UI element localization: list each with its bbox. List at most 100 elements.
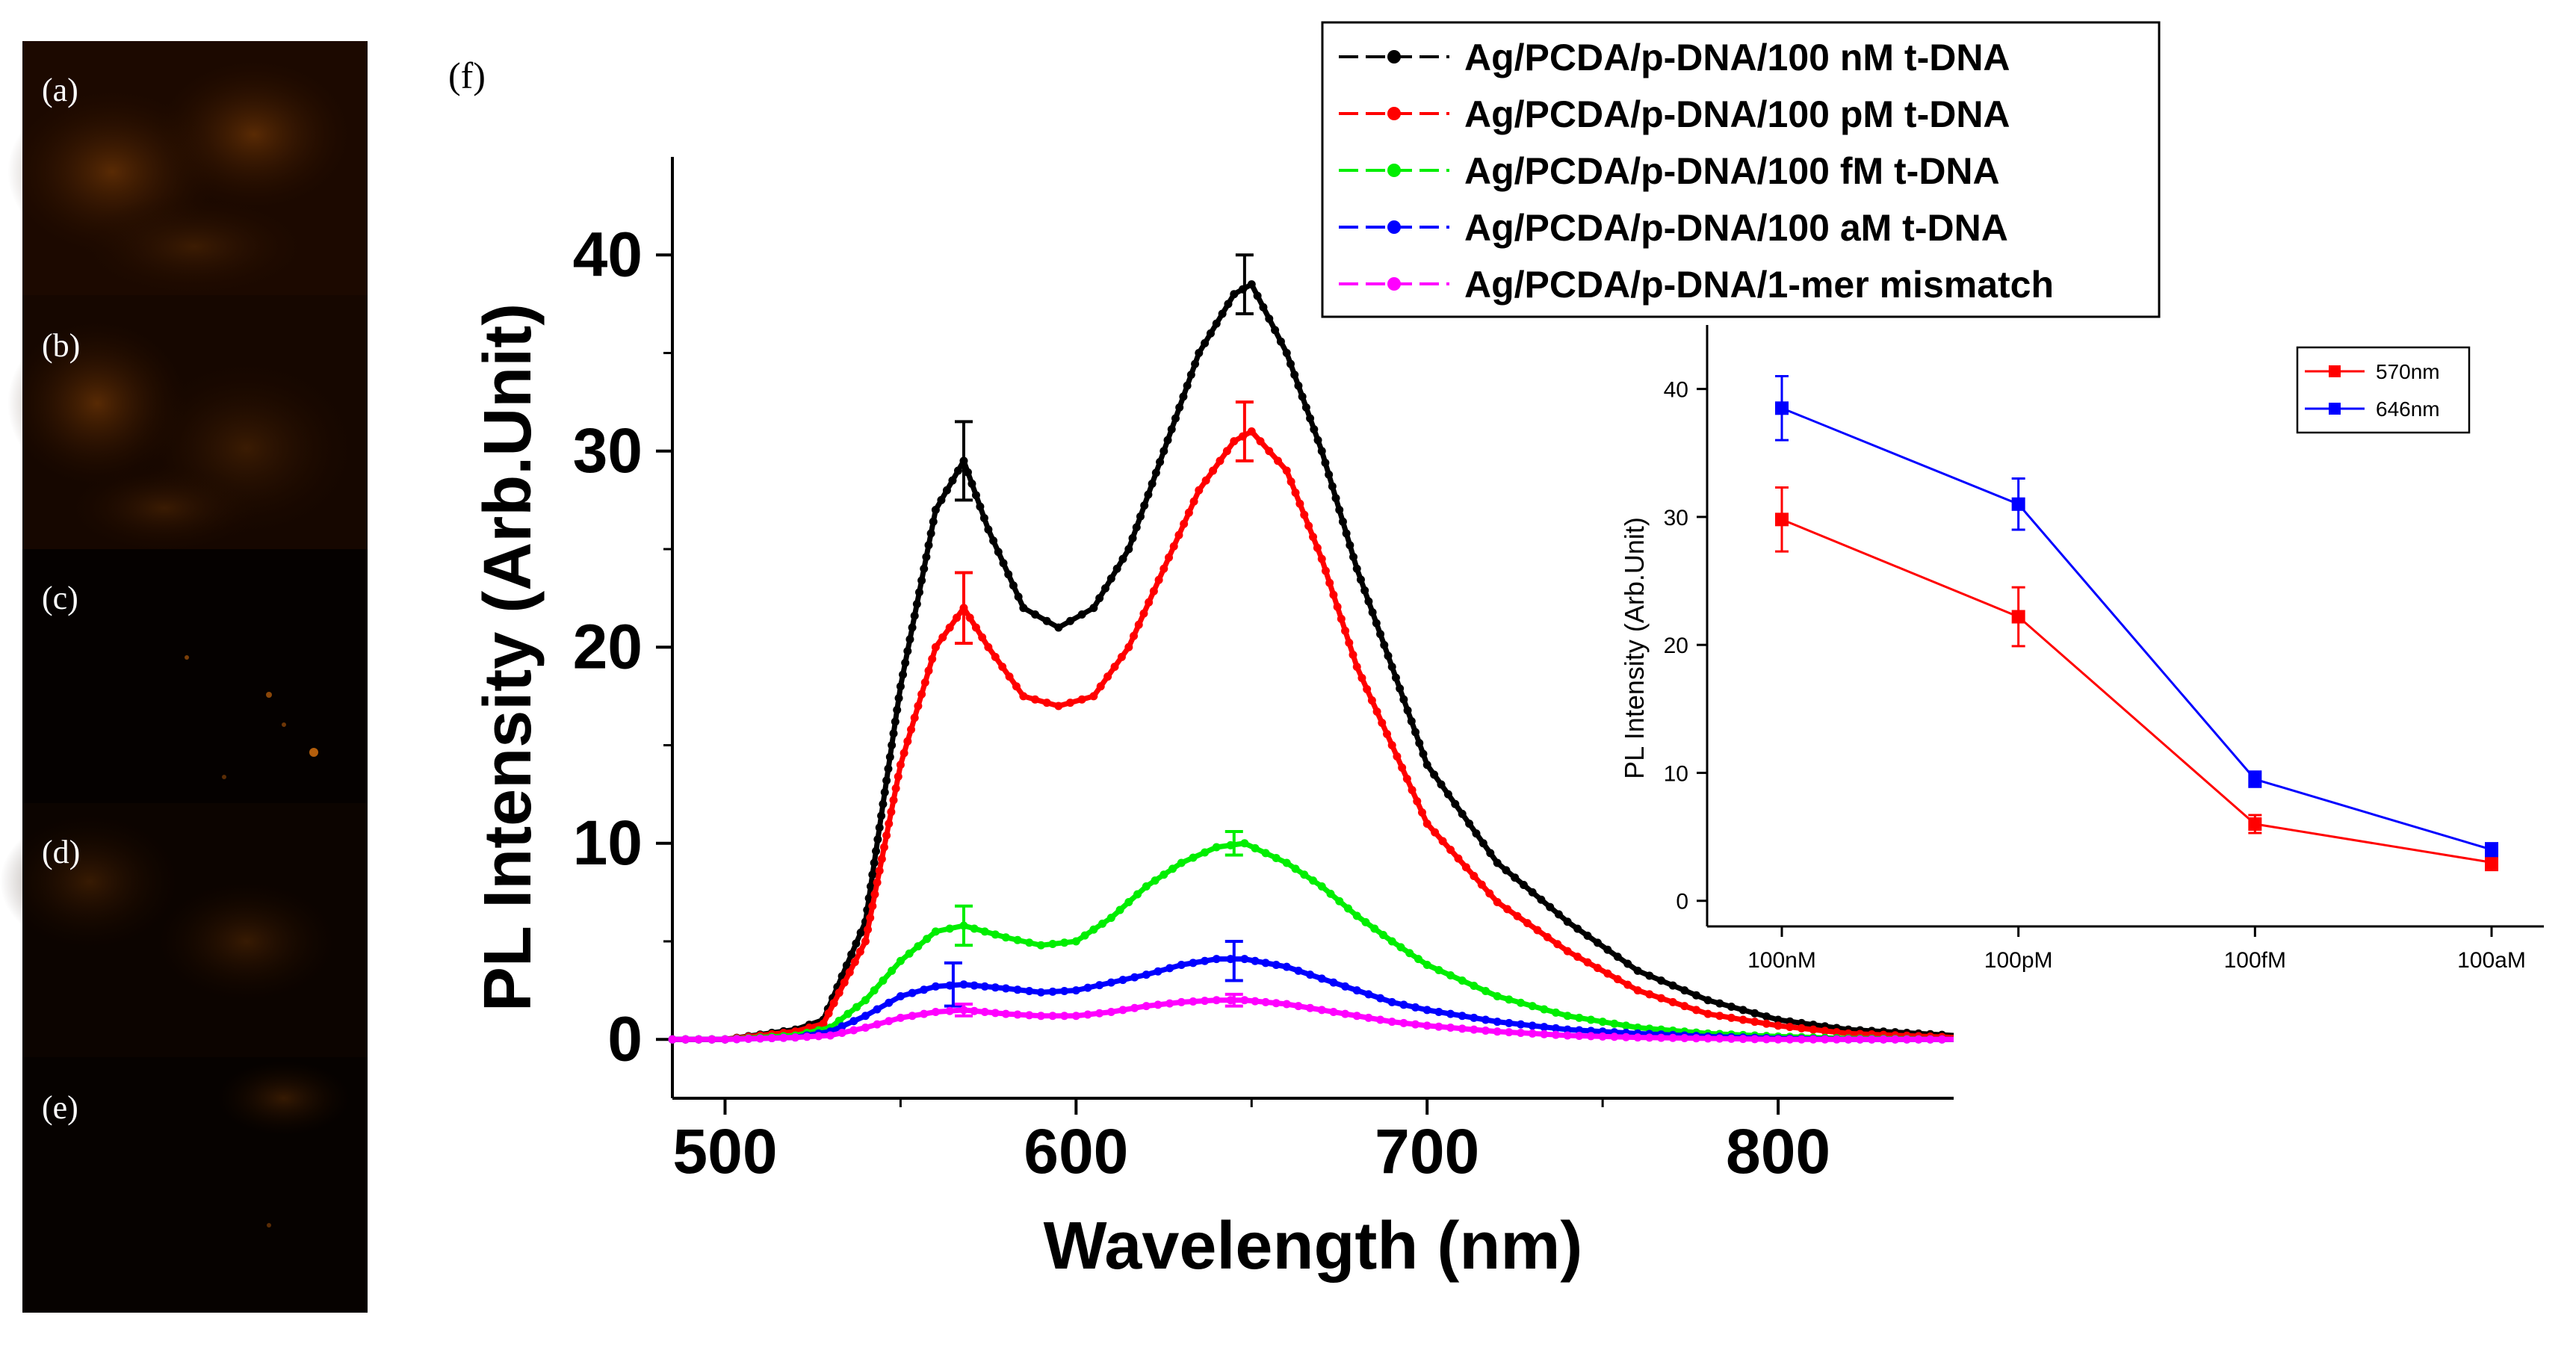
series-point <box>1184 508 1193 517</box>
inset-point <box>2485 843 2498 857</box>
series-point <box>1313 543 1322 552</box>
series-point <box>1083 983 1092 992</box>
series-point <box>875 823 884 832</box>
series-point <box>1343 904 1352 913</box>
series-1 <box>668 400 1954 1044</box>
series-point <box>1396 684 1405 693</box>
series-point <box>1523 919 1532 928</box>
series-point <box>1750 1018 1759 1027</box>
series-point <box>744 1034 753 1043</box>
series-point <box>1691 1006 1700 1015</box>
series-point <box>1553 940 1562 949</box>
series-point <box>1430 770 1439 779</box>
series-point <box>1472 829 1481 838</box>
series-point <box>1004 570 1013 579</box>
series-point <box>1563 1012 1572 1021</box>
series-point <box>991 983 1000 992</box>
series-point <box>1309 876 1317 885</box>
series-point <box>1809 1035 1818 1044</box>
series-point <box>1179 392 1188 401</box>
series-point <box>1809 1025 1818 1034</box>
series-point <box>1054 702 1063 710</box>
series-point <box>1363 685 1372 693</box>
panel-label-d: (d) <box>42 834 80 870</box>
micrograph-e <box>22 1057 368 1313</box>
series-point <box>1291 864 1300 873</box>
series-point <box>1337 614 1346 623</box>
series-point <box>1060 938 1069 947</box>
series-point <box>1832 1035 1841 1044</box>
series-point <box>1274 456 1283 465</box>
inset-y-tick-label: 20 <box>1664 634 1688 658</box>
series-point <box>1352 663 1361 671</box>
series-point <box>1621 1032 1630 1041</box>
series-point <box>1621 1021 1630 1030</box>
series-point <box>1341 1009 1350 1018</box>
series-point <box>1505 1018 1514 1027</box>
series-point <box>970 1006 979 1015</box>
series-point <box>1364 1013 1373 1022</box>
series-point <box>1189 497 1198 506</box>
series-point <box>989 536 998 545</box>
series-point <box>1224 300 1233 309</box>
series-point <box>908 623 917 632</box>
series-point <box>1443 790 1452 799</box>
series-point <box>945 1006 954 1015</box>
series-point <box>1272 961 1281 969</box>
series-point <box>1025 938 1034 947</box>
series-point <box>1309 533 1317 542</box>
series-point <box>884 764 893 773</box>
panel-label-e: (e) <box>42 1089 78 1126</box>
inset-legend-box <box>2296 346 2471 434</box>
series-point <box>1089 925 1098 934</box>
series-point <box>1551 1024 1560 1032</box>
inset-point <box>2011 497 2025 511</box>
series-point <box>1230 437 1239 446</box>
series-point <box>1563 917 1572 926</box>
series-point <box>1503 905 1512 914</box>
series-point <box>1189 959 1198 967</box>
series-point <box>1328 482 1337 491</box>
series-point <box>1013 935 1022 944</box>
y-tick-label: 0 <box>607 1003 643 1074</box>
series-point <box>1610 1032 1619 1041</box>
series-point <box>1431 828 1440 837</box>
panel-label-f: (f) <box>448 55 486 96</box>
series-point <box>1140 501 1149 510</box>
series-point <box>1762 1012 1771 1021</box>
series-point <box>1376 994 1385 1003</box>
inset-point <box>2485 855 2498 870</box>
series-point <box>1230 290 1239 299</box>
series-point <box>887 808 896 817</box>
series-point <box>1750 1035 1759 1044</box>
series-point <box>1272 999 1281 1008</box>
main-legend: Ag/PCDA/p-DNA/100 nM t-DNA Ag/PCDA/p-DNA/… <box>1321 21 2161 318</box>
series-point <box>1191 359 1200 368</box>
series-point <box>1422 961 1431 969</box>
series-point <box>1493 992 1502 1000</box>
legend-label: Ag/PCDA/p-DNA/100 pM t-DNA <box>1464 93 2010 135</box>
series-point <box>1265 315 1274 323</box>
series-point <box>899 670 908 679</box>
series-point <box>1304 521 1313 530</box>
inset-legend-marker <box>2329 403 2341 415</box>
series-point <box>852 1003 861 1012</box>
series-point <box>1310 425 1319 434</box>
series-point <box>1422 1006 1431 1015</box>
series-point <box>1118 1006 1127 1015</box>
inset-x-tick-label: 100fM <box>2224 948 2286 973</box>
series-point <box>1372 619 1381 628</box>
inset-x-tick-label: 100aM <box>2457 948 2526 973</box>
series-point <box>1774 1015 1783 1024</box>
series-point <box>891 784 900 793</box>
series-point <box>1407 716 1416 725</box>
series-point <box>1511 873 1520 882</box>
series-point <box>1106 1008 1115 1016</box>
series-point <box>1575 1031 1584 1040</box>
series-point <box>1551 1008 1560 1017</box>
series-point <box>1739 1035 1747 1044</box>
series-point <box>1325 578 1334 587</box>
series-point <box>1321 459 1330 467</box>
series-point <box>1593 938 1602 947</box>
